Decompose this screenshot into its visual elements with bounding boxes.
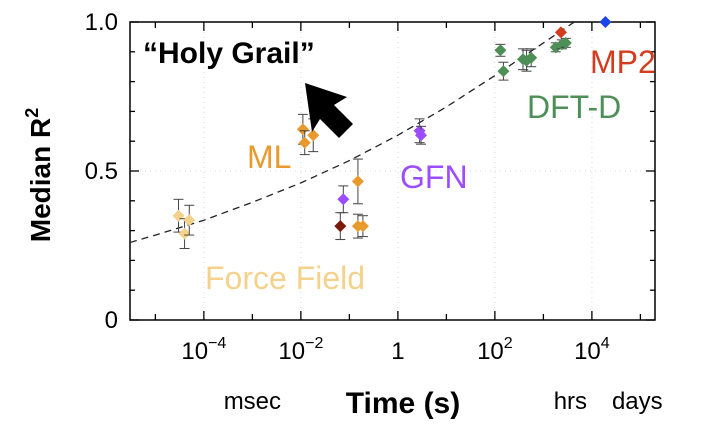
time-unit-label: hrs: [554, 388, 587, 415]
mp2-label: MP2: [590, 44, 656, 80]
x-tick-label-exponent: 2: [504, 335, 513, 352]
x-tick-label-base: 10: [574, 338, 601, 365]
data-points: [172, 16, 612, 249]
data-point: [554, 26, 567, 39]
trend-line: [130, 22, 576, 244]
data-point: [183, 214, 196, 227]
trend-curve: [130, 22, 576, 244]
x-tick-label-exponent: −4: [208, 335, 226, 352]
x-tick-label-exponent: −2: [305, 335, 323, 352]
x-axis-title: Time (s): [346, 387, 460, 420]
data-point: [525, 51, 538, 64]
x-tick-label-base: 10: [181, 338, 208, 365]
data-point: [415, 129, 428, 142]
data-point: [494, 44, 507, 57]
data-point: [334, 220, 347, 233]
data-point: [337, 193, 350, 206]
x-tick-label-exponent: 4: [601, 335, 610, 352]
y-tick-label: 0.5: [85, 158, 118, 185]
time-unit-label: days: [612, 388, 663, 415]
data-point: [356, 220, 369, 233]
gfn-label: GFN: [400, 159, 468, 195]
x-tick-label-base: 1: [391, 338, 404, 365]
x-tick-label: 10−2: [278, 335, 323, 365]
holy-grail-label: “Holy Grail”: [143, 37, 315, 70]
time-unit-label: msec: [224, 388, 281, 415]
data-point: [351, 175, 364, 188]
x-tick-label: 102: [477, 335, 513, 365]
data-point: [178, 227, 191, 240]
dft-d-label: DFT-D: [527, 89, 621, 125]
holy-grail-arrow-icon: [305, 83, 353, 138]
x-tick-label: 104: [574, 335, 610, 365]
ml-label: ML: [247, 139, 291, 175]
data-point: [497, 65, 510, 78]
y-axis-title-sup: 2: [22, 108, 42, 118]
data-point: [296, 123, 309, 136]
x-tick-label-base: 10: [278, 338, 305, 365]
y-axis-title: Median R2: [22, 108, 56, 242]
x-tick-label-base: 10: [477, 338, 504, 365]
data-point: [559, 36, 572, 49]
data-point: [307, 129, 320, 142]
data-point: [298, 136, 311, 149]
x-tick-label: 1: [391, 338, 404, 365]
axis-ticks: [130, 21, 655, 321]
x-tick-label: 10−4: [181, 335, 226, 365]
data-point: [172, 209, 185, 222]
force-field-label: Force Field: [205, 260, 365, 296]
y-tick-label: 0: [105, 307, 118, 334]
y-tick-label: 1.0: [85, 9, 118, 36]
y-axis-title-text: Median R: [25, 118, 56, 242]
data-point: [599, 16, 612, 28]
